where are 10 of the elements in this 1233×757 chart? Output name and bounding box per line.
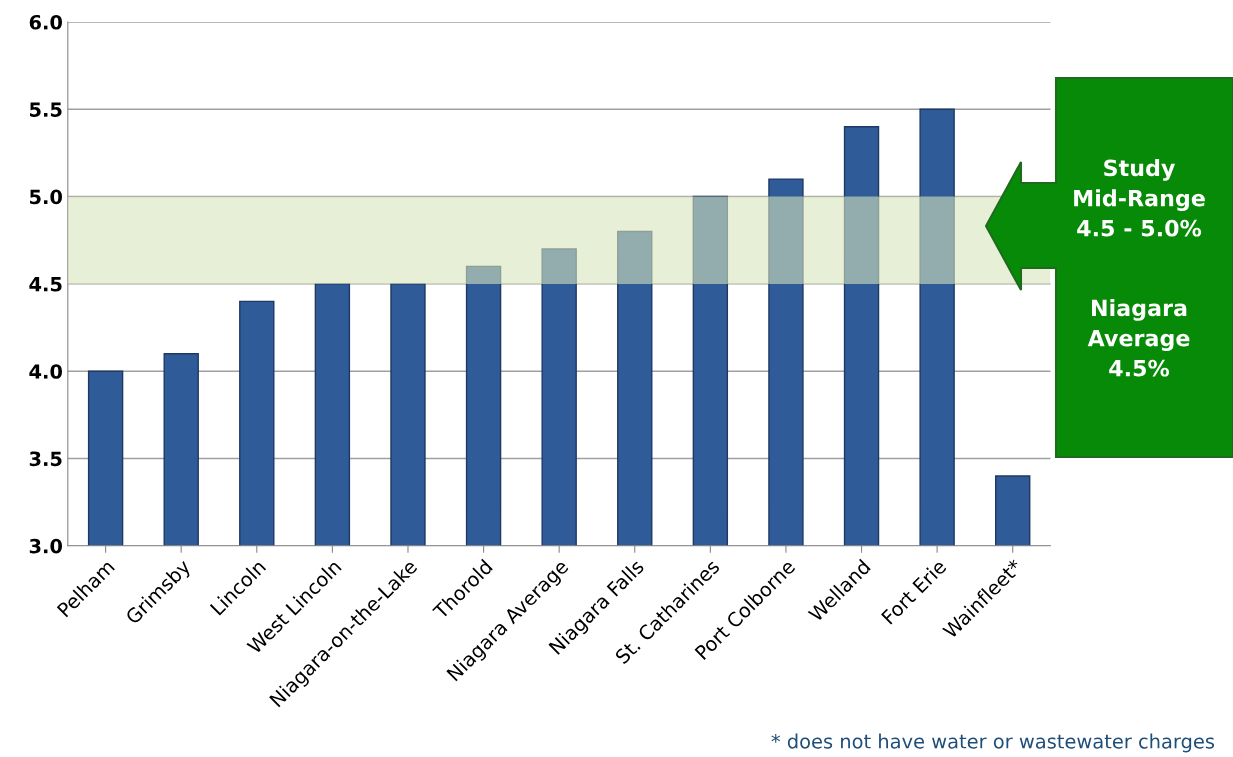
y-tick-label: 3.5 [29,451,62,467]
y-tick-label: 3.0 [29,538,63,554]
y-tick-label: 4.0 [29,364,63,379]
y-tick-label: 6.0 [29,14,63,30]
y-tick-label: 5.0 [30,189,63,205]
text: Niagara Average 4.5% [1087,299,1190,377]
y-tick-label: 4.5 [29,277,62,292]
text: Study Mid-Range 4.5 - 5.0% [1074,159,1205,237]
text: * does not have water or wastewater charges [771,733,1215,753]
y-tick-label: 5.5 [30,102,62,117]
